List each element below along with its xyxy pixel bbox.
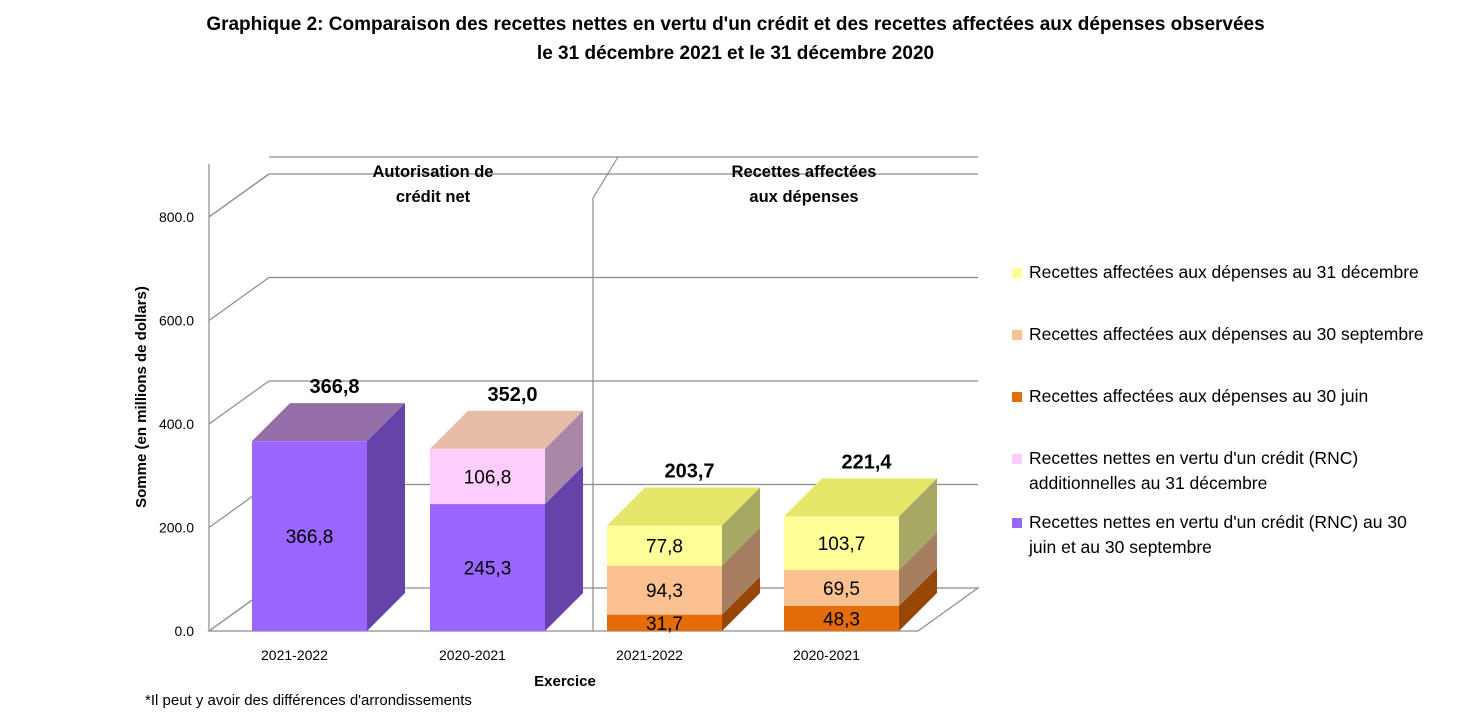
y-tick-label: 600.0 xyxy=(159,313,194,329)
bar-side xyxy=(545,466,583,631)
bar-segment-label: 245,3 xyxy=(464,559,512,580)
legend-label: Recettes nettes en vertu d'un crédit (RN… xyxy=(1029,448,1359,468)
bar-segment xyxy=(430,504,545,631)
group-heading: Autorisation de xyxy=(372,163,493,181)
group-heading: crédit net xyxy=(396,188,471,206)
bar-side xyxy=(722,527,760,615)
bar-segment xyxy=(607,614,722,631)
bar-segment xyxy=(607,565,722,615)
bar-segment xyxy=(784,606,899,631)
bar-total-label: 203,7 xyxy=(664,461,714,483)
bar-total-label: 366,8 xyxy=(309,376,359,398)
y-axis: 0.0 200.0 400.0 600.0 800.0 Somme (en million… xyxy=(133,209,860,690)
legend-item: Recettes nettes en vertu d'un crédit (RN… xyxy=(1012,446,1358,496)
bar-top xyxy=(430,410,583,449)
legend-item: Recettes affectées aux dépenses au 30 se… xyxy=(1012,322,1424,347)
left-wall-top xyxy=(208,173,270,218)
bar-segment xyxy=(607,525,722,566)
data-labels: Autorisation de crédit net Recettes affect… xyxy=(286,163,893,635)
bar-segment xyxy=(784,516,899,571)
bar-segment-label: 77,8 xyxy=(646,537,683,558)
y-axis-label: Somme (en millions de dollars) xyxy=(133,286,150,508)
y-tick-label: 400.0 xyxy=(159,416,194,432)
x-tick-label: 2020-2021 xyxy=(793,647,860,663)
legend-swatch xyxy=(1012,518,1022,528)
bar-segment xyxy=(784,570,899,607)
x-tick-label: 2020-2021 xyxy=(439,647,506,663)
footnote: *Il peut y avoir des différences d'arron… xyxy=(145,692,472,709)
x-tick-label: 2021-2022 xyxy=(261,647,328,663)
y-tick-label: 800.0 xyxy=(159,209,194,225)
bar-top xyxy=(252,403,405,442)
bar-segment xyxy=(430,448,545,505)
chart-title-line-1: Graphique 2: Comparaison des recettes ne… xyxy=(206,14,1265,35)
legend-swatch xyxy=(1012,454,1022,464)
group-heading: aux dépenses xyxy=(749,188,858,206)
group-heading: Recettes affectées xyxy=(732,163,877,181)
chart-title-line-2: le 31 décembre 2021 et le 31 décembre 20… xyxy=(536,43,935,64)
bar-segment xyxy=(252,441,367,631)
chart-title: Graphique 2: Comparaison des recettes ne… xyxy=(0,10,1471,68)
legend-swatch xyxy=(1012,268,1022,278)
legend-label: juin et au 30 septembre xyxy=(1029,537,1212,557)
legend-label: Recettes affectées aux dépenses au 30 ju… xyxy=(1029,386,1369,406)
bar-side xyxy=(722,576,760,631)
legend-swatch xyxy=(1012,330,1022,340)
bar-segment-label: 48,3 xyxy=(823,610,860,631)
legend-item: Recettes nettes en vertu d'un crédit (RN… xyxy=(1012,510,1407,560)
group-divider-top xyxy=(592,156,619,199)
legend-label: Recettes affectées aux dépenses au 31 dé… xyxy=(1029,262,1419,282)
legend-item: Recettes affectées aux dépenses au 31 dé… xyxy=(1012,260,1419,285)
bar-total-label: 352,0 xyxy=(487,384,537,406)
bar-side xyxy=(722,487,760,566)
bar-segment-label: 106,8 xyxy=(464,467,512,488)
legend-label: Recettes affectées aux dépenses au 30 se… xyxy=(1029,324,1424,344)
y-tick-label: 200.0 xyxy=(159,520,194,536)
bar-top xyxy=(784,478,937,517)
bar-segment-label: 69,5 xyxy=(823,579,860,600)
bar-side xyxy=(899,532,937,607)
bar-segment-label: 31,7 xyxy=(646,614,683,635)
legend-label: Recettes nettes en vertu d'un crédit (RN… xyxy=(1029,512,1407,532)
bar-side xyxy=(545,410,583,505)
bar-segment-label: 366,8 xyxy=(286,527,334,548)
y-tick-label: 0.0 xyxy=(175,623,195,639)
x-axis-label: Exercice xyxy=(534,673,596,690)
legend-item: Recettes affectées aux dépenses au 30 ju… xyxy=(1012,384,1368,409)
left-wall-gridline xyxy=(208,380,270,425)
bar-segment-label: 94,3 xyxy=(646,581,683,602)
legend-swatch xyxy=(1012,392,1022,402)
bar-side xyxy=(899,568,937,631)
bar-top xyxy=(607,487,760,526)
x-tick-label: 2021-2022 xyxy=(616,647,683,663)
bar-side xyxy=(899,478,937,571)
left-wall-gridline xyxy=(208,277,270,321)
bar-total-label: 221,4 xyxy=(841,451,892,473)
bars xyxy=(252,403,937,631)
legend-label: additionnelles au 31 décembre xyxy=(1029,473,1268,493)
bar-segment-label: 103,7 xyxy=(818,534,866,555)
bar-side xyxy=(367,403,405,631)
